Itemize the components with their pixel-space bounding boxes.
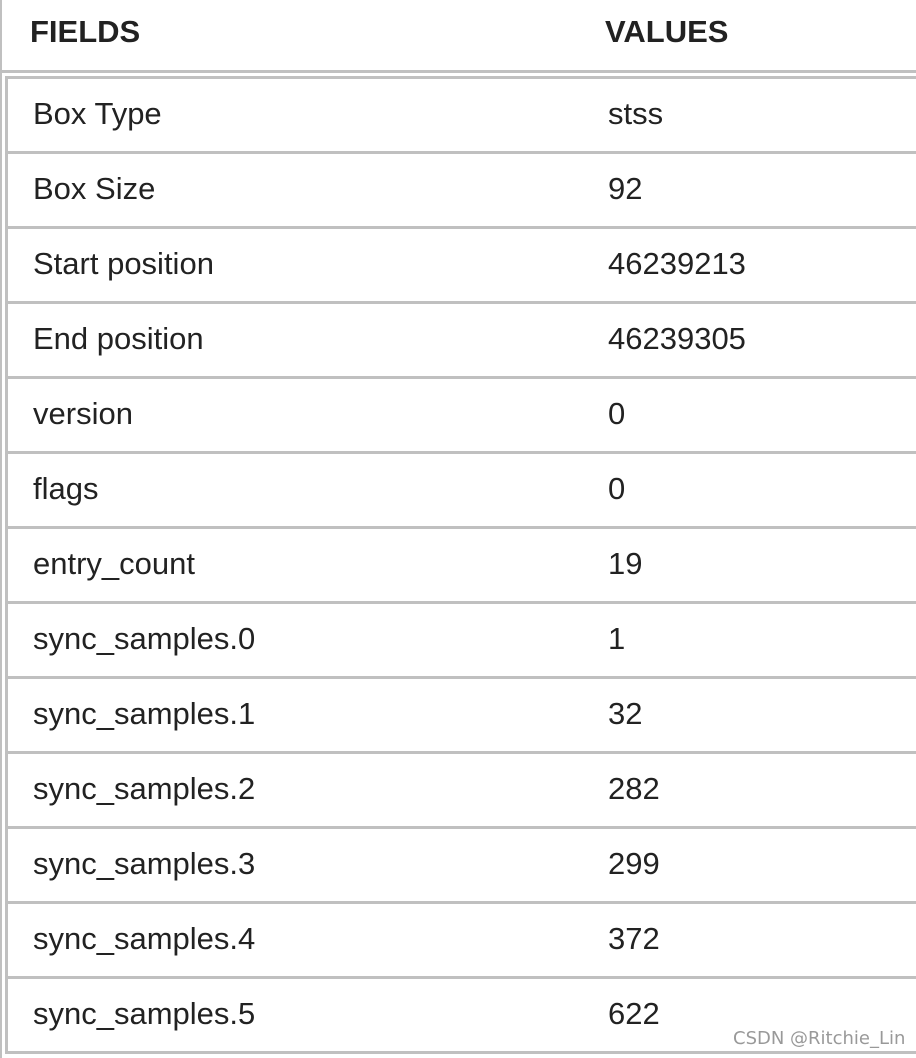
table-header: FIELDS VALUES — [2, 0, 916, 73]
header-fields: FIELDS — [30, 14, 141, 49]
field-name: Box Size — [33, 171, 156, 206]
table-row: sync_samples.5 622 — [8, 979, 916, 1054]
table-row: sync_samples.4 372 — [8, 904, 916, 979]
field-value: 1 — [608, 621, 626, 656]
table-row: version 0 — [8, 379, 916, 454]
field-value: 372 — [608, 921, 660, 956]
field-value: 0 — [608, 471, 626, 506]
table-border — [0, 0, 2, 1058]
table-row: Start position 46239213 — [8, 229, 916, 304]
field-name: sync_samples.4 — [33, 921, 256, 956]
watermark: CSDN @Ritchie_Lin — [733, 1028, 906, 1049]
field-value: 19 — [608, 546, 643, 581]
field-name: sync_samples.5 — [33, 996, 256, 1031]
field-value: stss — [608, 96, 664, 131]
table-row: Box Type stss — [8, 79, 916, 154]
fields-table: Box Type stss Box Size 92 Start position 4623… — [5, 76, 916, 1054]
field-name: Start position — [33, 246, 214, 281]
header-values: VALUES — [605, 14, 729, 49]
field-value: 0 — [608, 396, 626, 431]
field-name: Box Type — [33, 96, 162, 131]
field-name: sync_samples.1 — [33, 696, 256, 731]
field-name: sync_samples.3 — [33, 846, 256, 881]
field-name: End position — [33, 321, 204, 356]
field-name: version — [33, 396, 133, 431]
table-row: sync_samples.0 1 — [8, 604, 916, 679]
field-value: 622 — [608, 996, 660, 1031]
table-row: Box Size 92 — [8, 154, 916, 229]
table-row: sync_samples.3 299 — [8, 829, 916, 904]
field-value: 299 — [608, 846, 660, 881]
field-name: sync_samples.2 — [33, 771, 256, 806]
table-row: entry_count 19 — [8, 529, 916, 604]
table-row: End position 46239305 — [8, 304, 916, 379]
field-name: sync_samples.0 — [33, 621, 256, 656]
field-value: 282 — [608, 771, 660, 806]
field-value: 46239305 — [608, 321, 746, 356]
field-value: 32 — [608, 696, 643, 731]
table-row: sync_samples.1 32 — [8, 679, 916, 754]
table-row: flags 0 — [8, 454, 916, 529]
field-value: 46239213 — [608, 246, 746, 281]
field-value: 92 — [608, 171, 643, 206]
table-row: sync_samples.2 282 — [8, 754, 916, 829]
field-name: flags — [33, 471, 99, 506]
field-name: entry_count — [33, 546, 195, 581]
